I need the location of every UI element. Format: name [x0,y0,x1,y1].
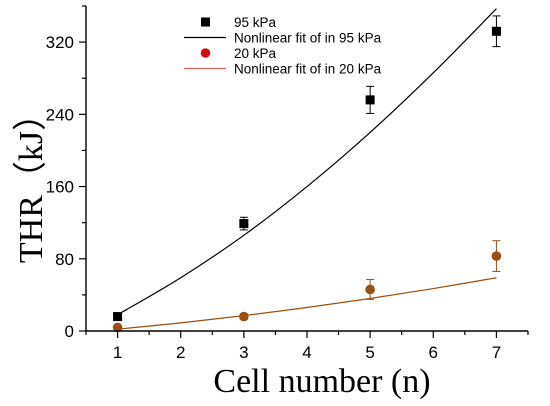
y-axis-label: THR（kJ） [12,97,50,263]
x-axis-label: Cell number (n) [213,363,430,400]
legend-label: Nonlinear fit of in 20 kPa [234,62,382,77]
x-tick-label: 4 [302,343,311,362]
y-tick-label: 0 [65,322,74,341]
legend-item: 20 kPa [200,46,277,61]
legend-label: Nonlinear fit of in 95 kPa [234,31,382,46]
data-point-square [239,219,249,229]
y-tick-label: 320 [46,33,74,52]
fit-line-series-1 [117,8,497,316]
fit-line-series-3 [117,277,497,330]
data-point-circle [112,322,123,333]
x-tick-label: 5 [365,343,374,362]
data-point-square [113,312,123,322]
data-point-square [365,95,375,105]
legend-item: Nonlinear fit of in 20 kPa [184,62,382,77]
x-tick-label: 2 [176,343,185,362]
y-tick-label: 160 [46,178,74,197]
x-tick-label: 7 [492,343,501,362]
x-tick-label: 3 [239,343,248,362]
legend-circle-swatch [200,48,211,58]
legend-item: Nonlinear fit of in 95 kPa [184,31,382,46]
legend-label: 20 kPa [234,46,277,61]
legend-square-swatch [201,17,210,27]
plot-layer [112,8,502,333]
x-tick-label: 6 [429,343,438,362]
axis-layer: 1 2 3 4 5 6 7 0 80 160 240 320 [46,5,529,362]
legend-item: 95 kPa [201,15,277,30]
data-point-circle [365,284,375,295]
data-point-circle [239,311,249,322]
x-tick-label: 1 [113,343,122,362]
y-tick-label: 80 [55,250,74,269]
legend-label: 95 kPa [234,15,277,30]
data-point-circle [491,251,502,261]
data-point-square [491,26,501,36]
y-tick-label: 240 [46,105,74,124]
